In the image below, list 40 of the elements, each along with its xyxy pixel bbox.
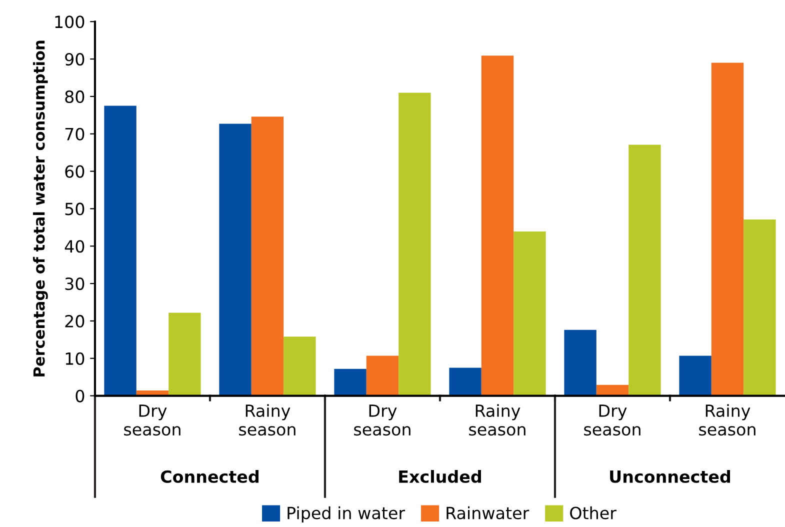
y-tick-label: 50 <box>65 202 84 216</box>
bar <box>398 92 431 396</box>
bar <box>251 116 284 396</box>
x-tick-label: Dry season <box>354 404 410 436</box>
y-tick-label: 100 <box>55 16 84 28</box>
bar <box>481 56 514 396</box>
bar <box>744 220 776 396</box>
x-tick-label: Rainy season <box>239 404 296 436</box>
x-tick-label: Dry season <box>124 404 180 436</box>
bar <box>564 330 596 396</box>
y-tick-label: 10 <box>66 352 84 365</box>
bar <box>711 62 744 396</box>
y-tick-label: 40 <box>64 240 84 253</box>
bar <box>219 124 252 396</box>
bar <box>449 368 482 396</box>
y-tick-label: 20 <box>65 314 84 328</box>
legend-label: Other <box>570 506 616 520</box>
bar <box>284 336 316 396</box>
text: Excluded <box>399 470 481 483</box>
y-tick-label: 0 <box>76 390 84 402</box>
y-tick-label: 80 <box>65 90 84 104</box>
legend-label: Piped in water <box>288 506 406 523</box>
bar <box>366 356 399 396</box>
bar <box>679 356 712 396</box>
y-tick-label: 70 <box>65 128 84 140</box>
x-tick-label: Dry season <box>584 404 640 436</box>
bar <box>104 106 136 396</box>
text: Unconnected <box>610 470 730 483</box>
legend-label: Rainwater <box>446 506 530 520</box>
bar <box>168 312 201 396</box>
bar <box>628 144 661 396</box>
x-tick-label: Rainy season <box>469 404 526 436</box>
text: Connected <box>160 470 258 483</box>
bar <box>514 232 546 396</box>
y-tick-label: 60 <box>65 165 84 178</box>
x-tick-label: Rainy season <box>699 404 756 436</box>
bar <box>334 368 366 396</box>
y-axis-title: Percentage of total water consumption <box>32 40 48 376</box>
y-tick-label: 90 <box>65 52 84 66</box>
y-tick-label: 30 <box>65 277 84 290</box>
